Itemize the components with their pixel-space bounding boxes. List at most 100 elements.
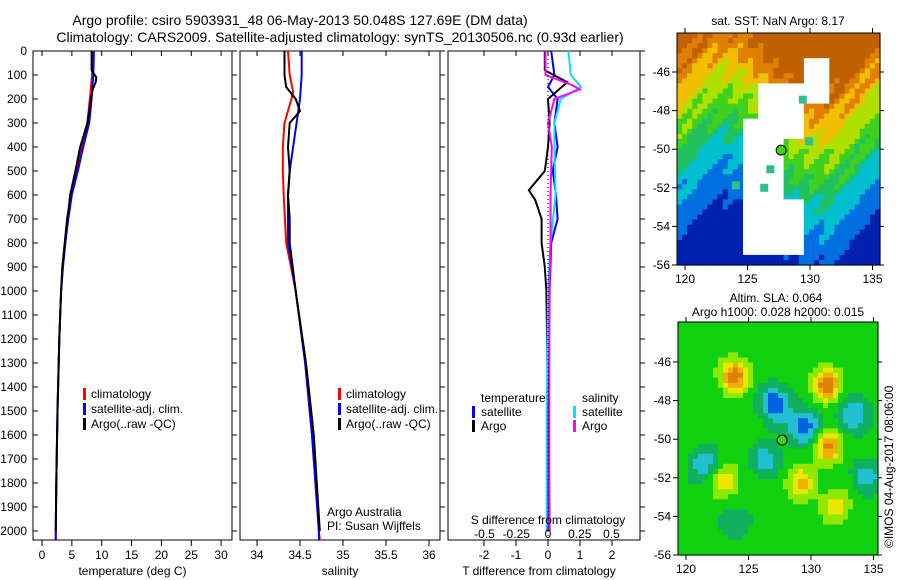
map-cell xyxy=(758,453,764,460)
map-cell xyxy=(819,68,825,74)
map-cell xyxy=(798,509,804,516)
map-cell xyxy=(677,224,683,231)
map-cell xyxy=(698,377,704,384)
map-cell xyxy=(702,169,709,175)
map-cell xyxy=(687,204,693,211)
map-cell xyxy=(869,179,876,185)
map-cell xyxy=(732,189,739,195)
map-cell xyxy=(743,133,749,140)
legend-swatch xyxy=(338,403,341,415)
map-cell xyxy=(758,68,764,74)
map-cell xyxy=(737,123,744,130)
map-cell xyxy=(838,443,844,450)
map-cell xyxy=(833,367,839,374)
map-cell xyxy=(813,362,819,369)
map-cell xyxy=(733,474,739,480)
map-cell xyxy=(688,458,694,465)
y-tick-label: -48 xyxy=(654,394,672,408)
map-cell xyxy=(693,372,699,379)
map-cell xyxy=(677,38,683,44)
map-cell xyxy=(678,418,684,424)
map-cell xyxy=(814,118,820,125)
map-cell xyxy=(873,357,879,364)
map-cell xyxy=(874,260,881,266)
map-cell xyxy=(793,174,800,180)
map-cell xyxy=(819,189,825,195)
map-cell xyxy=(758,332,764,338)
map-cell xyxy=(833,413,839,419)
map-cell xyxy=(773,78,780,84)
map-cell xyxy=(748,33,754,39)
map-cell xyxy=(854,154,861,160)
map-cell xyxy=(682,159,688,165)
map-cell xyxy=(702,113,709,120)
map-cell xyxy=(748,514,754,521)
map-cell xyxy=(753,174,759,180)
map-cell xyxy=(793,327,799,333)
map-cell xyxy=(768,174,775,180)
map-cell xyxy=(753,352,759,359)
map-cell xyxy=(758,474,764,480)
map-cell xyxy=(737,128,744,135)
map-cell xyxy=(717,194,724,200)
map-cell xyxy=(783,209,790,216)
map-cell xyxy=(763,352,769,359)
map-cell xyxy=(824,149,830,155)
map-cell xyxy=(768,499,774,505)
map-cell xyxy=(874,108,881,115)
map-cell xyxy=(748,78,754,84)
map-cell xyxy=(733,499,739,505)
map-cell xyxy=(773,332,779,338)
map-cell xyxy=(698,418,704,424)
map-cell xyxy=(728,347,734,353)
map-cell xyxy=(833,489,839,495)
map-cell xyxy=(692,63,698,69)
map-cell xyxy=(859,33,866,39)
map-cell xyxy=(848,428,854,435)
map-cell xyxy=(728,468,734,475)
map-cell xyxy=(859,159,866,165)
map-cell xyxy=(737,133,744,140)
map-cell xyxy=(838,357,844,364)
map-cell xyxy=(682,63,688,69)
map-cell xyxy=(688,484,694,490)
map-cell xyxy=(708,499,714,505)
map-cell xyxy=(803,453,809,460)
map-cell xyxy=(853,494,859,500)
map-cell xyxy=(788,133,795,140)
map-cell xyxy=(697,58,703,64)
map-cell xyxy=(773,133,780,140)
map-cell xyxy=(707,179,714,185)
map-cell xyxy=(858,519,864,526)
map-cell xyxy=(873,504,879,510)
map-cell xyxy=(783,184,790,190)
map-cell xyxy=(823,408,829,414)
map-cell xyxy=(848,367,854,374)
map-cell xyxy=(718,418,724,424)
map-cell xyxy=(778,229,785,236)
map-cell xyxy=(677,174,683,180)
map-cell xyxy=(773,249,780,256)
map-cell xyxy=(768,413,774,419)
map-cell xyxy=(743,367,749,374)
x-tick-label: 130 xyxy=(801,562,821,576)
map-cell xyxy=(763,229,769,236)
map-cell xyxy=(758,48,764,54)
map-cell xyxy=(707,43,714,49)
map-cell xyxy=(678,413,684,419)
map-cell xyxy=(828,413,834,419)
map-cell xyxy=(798,254,805,261)
map-cell xyxy=(678,453,684,460)
map-cell xyxy=(849,48,856,54)
map-cell xyxy=(809,184,815,190)
map-cell xyxy=(697,154,703,160)
map-cell xyxy=(763,209,769,216)
map-cell xyxy=(798,534,804,541)
map-cell xyxy=(803,519,809,526)
map-cell xyxy=(803,73,810,79)
map-cell xyxy=(869,93,876,100)
map-cell xyxy=(798,209,805,216)
map-cell xyxy=(733,448,739,455)
map-cell xyxy=(848,408,854,414)
map-cell xyxy=(737,103,744,110)
